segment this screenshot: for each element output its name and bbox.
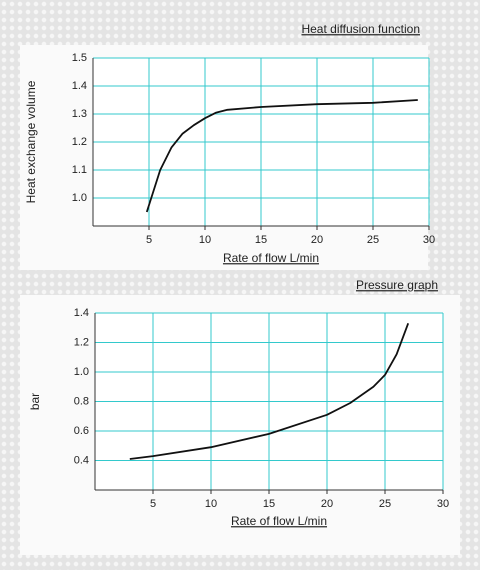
y-tick-label: 1.4 [72,80,87,92]
x-tick-label: 25 [367,234,379,246]
y-tick-label: 1.0 [72,192,87,204]
x-tick-label: 5 [146,234,152,246]
y-tick-label: 1.3 [72,108,87,120]
x-tick-label: 10 [199,234,211,246]
x-axis-label: Rate of flow L/min [231,514,327,528]
x-tick-label: 25 [379,498,391,510]
y-axis-label: bar [28,393,42,410]
y-tick-label: 1.1 [72,164,87,176]
x-tick-label: 15 [263,498,275,510]
y-tick-label: 1.4 [74,307,89,319]
data-line [145,99,418,213]
x-axis-label: Rate of flow L/min [223,251,319,265]
y-tick-label: 0.6 [74,425,89,437]
x-tick-label: 15 [255,234,267,246]
x-tick-label: 30 [423,234,435,246]
x-tick-label: 5 [150,498,156,510]
y-tick-label: 0.8 [74,395,89,407]
y-tick-label: 1.0 [74,366,89,378]
y-tick-label: 0.4 [74,454,89,466]
data-line [129,322,410,460]
y-tick-label: 1.2 [72,136,87,148]
x-tick-label: 20 [321,498,333,510]
x-tick-label: 20 [311,234,323,246]
x-tick-label: 10 [205,498,217,510]
x-tick-label: 30 [437,498,449,510]
y-tick-label: 1.2 [74,336,89,348]
chart-title: Heat diffusion function [301,22,420,36]
y-tick-label: 1.5 [72,52,87,64]
chart-title: Pressure graph [356,278,438,292]
y-axis-label: Heat exchange volume [24,80,38,203]
